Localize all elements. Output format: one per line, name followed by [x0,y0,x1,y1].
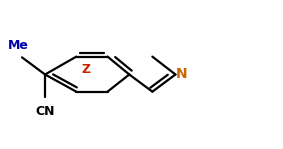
Text: Me: Me [7,39,28,52]
Text: N: N [175,67,187,82]
Text: CN: CN [35,105,55,118]
Text: Z: Z [81,63,90,76]
